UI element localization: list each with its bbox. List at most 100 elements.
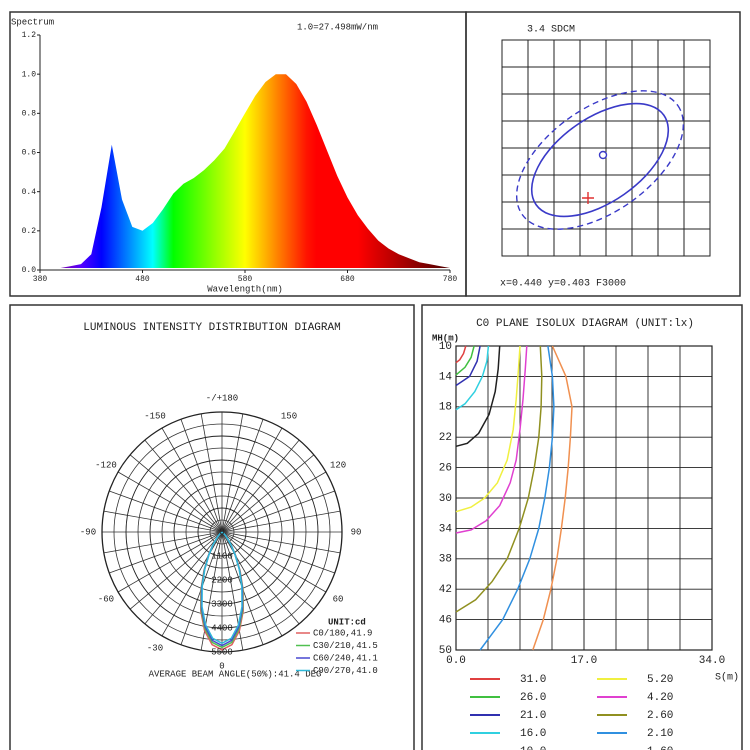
legend-label: C30/210,41.5	[313, 641, 378, 651]
y-tick-label: 26	[439, 463, 452, 475]
sdcm-title: 3.4 SDCM	[527, 25, 575, 36]
x-tick-label: 780	[443, 275, 458, 284]
sdcm-grid	[501, 39, 711, 257]
polar-ring	[125, 435, 319, 629]
legend-label: 2.60	[647, 710, 673, 722]
y-tick-label: 46	[439, 615, 452, 627]
angle-tick-label: -90	[80, 527, 96, 537]
legend-label: C0/180,41.9	[313, 628, 372, 638]
r-tick-label: 2200	[211, 575, 233, 585]
angle-tick-label: -150	[144, 411, 166, 421]
r-tick-label: 3300	[211, 599, 233, 609]
legend-label: 1.60	[647, 746, 673, 750]
intensity-curve	[201, 531, 243, 645]
measured-point	[582, 192, 594, 204]
target-point	[598, 150, 608, 160]
x-tick-label: 34.0	[699, 655, 725, 667]
polar-ring-minor	[185, 495, 259, 569]
angle-tick-label: -/+180	[206, 393, 238, 403]
unit-label: UNIT:cd	[328, 617, 366, 627]
y-axis-label: MH(m)	[432, 333, 459, 343]
legend-label: 5.20	[647, 674, 673, 686]
x-tick-label: 380	[33, 275, 48, 284]
legend-label: C60/240,41.1	[313, 653, 378, 663]
y-tick-label: 30	[439, 493, 452, 505]
r-tick-label: 0	[219, 527, 224, 537]
legend-label: 26.0	[520, 692, 546, 704]
spectrum-annotation: 1.0=27.498mW/nm	[297, 22, 378, 32]
legend-label: 21.0	[520, 710, 546, 722]
plot-frame	[455, 345, 713, 651]
sdcm-footer: x=0.440 y=0.403 F3000	[500, 279, 626, 290]
isolux-curve	[479, 345, 555, 651]
y-tick-label: 10	[439, 341, 452, 353]
isolux-curve	[455, 345, 475, 376]
polar-ring	[173, 483, 271, 581]
isolux-curve	[455, 345, 528, 534]
polar-ring-minor	[161, 471, 283, 593]
isolux-curve	[455, 345, 481, 387]
y-tick-label: 14	[439, 371, 453, 383]
y-tick-label: 0.4	[22, 188, 37, 197]
angle-tick-label: 60	[333, 594, 344, 604]
sdcm-frame	[465, 11, 741, 297]
y-tick-label: 0.8	[22, 109, 37, 118]
y-tick-label: 34	[439, 523, 453, 535]
legend-label: 10.0	[520, 746, 546, 750]
angle-tick-label: -120	[95, 460, 117, 470]
y-tick-label: 1.2	[22, 31, 37, 40]
isolux-curve	[455, 345, 543, 613]
polar-ring-minor	[209, 519, 235, 545]
isolux-title: C0 PLANE ISOLUX DIAGRAM (UNIT:lx)	[476, 318, 694, 330]
r-tick-label: 4400	[211, 623, 233, 633]
angle-tick-label: -30	[147, 643, 163, 653]
polar-ring	[101, 411, 343, 653]
angle-tick-label: 0	[219, 661, 224, 671]
x-tick-label: 580	[238, 275, 253, 284]
polar-frame	[9, 304, 415, 750]
isolux-curve	[455, 345, 467, 364]
y-tick-label: 38	[439, 554, 452, 566]
angle-tick-label: 150	[281, 411, 297, 421]
polar-ring-minor	[137, 447, 307, 617]
legend-label: 2.10	[647, 728, 673, 740]
y-tick-label: 50	[439, 645, 452, 657]
isolux-curve	[455, 345, 490, 411]
angle-tick-label: -60	[98, 594, 114, 604]
legend-label: 31.0	[520, 674, 546, 686]
angle-tick-label: 120	[330, 460, 346, 470]
y-tick-label: 18	[439, 402, 452, 414]
x-tick-label: 17.0	[571, 655, 597, 667]
isolux-frame	[421, 304, 743, 750]
isolux-curve	[455, 345, 521, 513]
polar-ring	[149, 459, 295, 605]
y-tick-label: 22	[439, 432, 452, 444]
isolux-curve	[532, 345, 573, 651]
x-axis-label: S(m)	[715, 672, 739, 684]
r-tick-label: 1100	[211, 551, 233, 561]
polar-ring-minor	[113, 423, 331, 641]
polar-title: LUMINOUS INTENSITY DISTRIBUTION DIAGRAM	[83, 322, 340, 334]
y-tick-label: 0.0	[22, 266, 37, 275]
y-tick-label: 42	[439, 584, 452, 596]
x-tick-label: 480	[135, 275, 150, 284]
sdcm-ellipse-outer	[515, 90, 685, 230]
y-tick-label: 0.6	[22, 149, 37, 158]
legend-label: 16.0	[520, 728, 546, 740]
legend-label: C90/270,41.0	[313, 666, 378, 676]
spectrum-area	[40, 74, 450, 268]
sdcm-ellipse	[530, 102, 670, 218]
legend-label: 4.20	[647, 692, 673, 704]
x-tick-label: 0.0	[446, 655, 466, 667]
r-tick-label: 5500	[211, 647, 233, 657]
angle-tick-label: 90	[351, 527, 362, 537]
x-tick-label: 680	[340, 275, 355, 284]
polar-ring	[197, 507, 247, 557]
beam-angle-note: AVERAGE BEAM ANGLE(50%):41.4 DEG	[149, 669, 322, 679]
spectrum-title: Spectrum	[11, 17, 54, 27]
x-axis-label: Wavelength(nm)	[207, 284, 283, 294]
y-tick-label: 0.2	[22, 227, 37, 236]
y-tick-label: 1.0	[22, 70, 37, 79]
isolux-curve	[455, 345, 501, 448]
